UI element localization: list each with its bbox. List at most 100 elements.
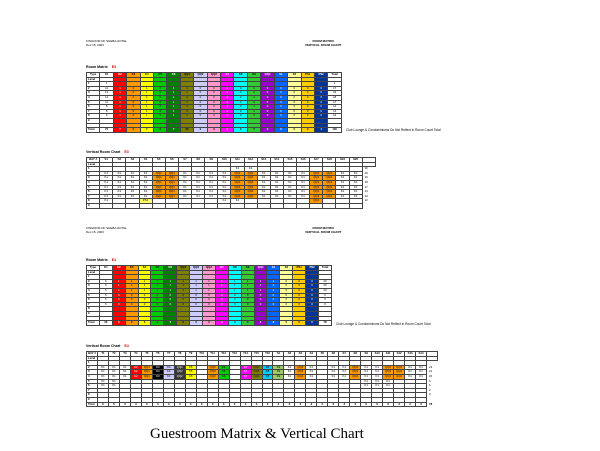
total-cell: 0 (195, 401, 208, 408)
total-cell: 3 (206, 401, 219, 408)
chart-cell (99, 202, 114, 209)
matrix-row: 1 (86, 274, 332, 280)
report-subtitle: VERTICAL ROOM CHART (305, 229, 342, 234)
row-total: 19 (364, 171, 368, 175)
total-cell: 0 (153, 127, 168, 133)
row-total (362, 203, 375, 208)
chart-row: 5 K1 K1 K1 K1 QQ1 QQ1 K1 K1 K1 K1 QQ1 QQ1 K1 K1 K1 K1 QQ1… (85, 184, 376, 191)
row-total: 12 (364, 198, 368, 203)
vchart-1-code: E3 (124, 150, 129, 154)
total-cell: 7 (112, 127, 128, 133)
matrix-2-title-text: Room Matrix (86, 258, 108, 262)
total-cell: 36 (98, 320, 113, 326)
row-total: 2 (429, 388, 431, 392)
chart-cell (309, 202, 324, 209)
total-cell: 3 (338, 401, 351, 408)
hotel-header-left-1: KINGDOM OF SHEBA HOTEL Dec 15, 2003 (86, 39, 128, 47)
chart-cell (322, 202, 337, 209)
vertical-room-chart-1: BAY # S1 S2 S3 S4 S5 S6 S7 S8 S9 S10 S11 S12 S13 S14 S1… (85, 157, 377, 209)
chart-cell (112, 202, 127, 209)
chart-cell (282, 202, 298, 209)
total-cell: 3 (404, 401, 417, 408)
total-cell: 0 (279, 320, 294, 326)
total-cell: 0 (126, 127, 141, 133)
total-cell: 0 (300, 127, 315, 133)
matrix-row: 3 13 1 0 1 0 1 1 0 0 1 0 1 0 0 0 0 0 19 (85, 90, 342, 96)
chart-row: 3 K1 K1 K1 K1 QQ1 QQ1 K1 K1 K1 K1 QQ1 QQ1 K1 K1 K1 K1 QQ1… (85, 175, 376, 181)
report-date: Dec 15, 2003 (86, 42, 104, 47)
total-cell: 3 (327, 401, 340, 408)
total-cell: 0 (305, 320, 320, 326)
total-cell: 70 (99, 127, 114, 133)
total-cell: 6 (360, 401, 373, 408)
chart-cell (335, 202, 350, 209)
matrix-1-title-text: Room Matrix (86, 65, 108, 69)
total-cell: 0 (233, 127, 248, 133)
chart-cell (348, 202, 363, 209)
matrix-total-row: Total 70 7 0 7 0 7 32 0 0 7 0 7 3 0 0 0 1 130 (85, 127, 342, 133)
report-subtitle: VERTICAL ROOM CHART (305, 42, 342, 47)
row-total: 14 (364, 189, 368, 194)
total-cell: 3 (118, 401, 131, 408)
matrix-row: 3 6 1 1 1 1 1 1 1 1 1 1 1 1 1 0 0 0 20 (86, 283, 332, 289)
chart-row: 8 K1 PS1 K1 K1 QQ1 12 (85, 198, 376, 204)
hotel-name: KINGDOM OF SHEBA HOTEL (86, 39, 128, 43)
chart-header-row: BAY # T1 T2 T3 T4 T5 T6 T7 T8 T9 T10 T11 T12 T13 T14 T1… (86, 351, 438, 357)
total-cell: 78 (426, 402, 438, 407)
total-cell: 6 (371, 401, 384, 408)
chart-cell (151, 202, 166, 209)
total-cell: 0 (292, 320, 307, 326)
vchart-2-title-text: Vertical Room Chart (86, 344, 121, 348)
report-title: ROOM MATRIX (312, 226, 334, 230)
total-cell: 32 (179, 127, 195, 133)
bay-header: BAY # (86, 351, 98, 357)
vertical-room-chart-2: BAY # T1 T2 T3 T4 T5 T6 T7 T8 T9 T10 T11 T12 T13 T14 T1… (86, 351, 438, 408)
report-date: Dec 15, 2003 (86, 229, 104, 234)
total-cell: 78 (318, 320, 332, 326)
room-matrix-2: Type K1 K2 K3 K4 K5 K6 QQ1 QQ2 QQ3 K7 K8 K9 QQ4 S1 S2 PS… (86, 265, 332, 326)
total-cell: 6 (382, 401, 395, 408)
total-cell: 3 (266, 320, 281, 326)
total-label: Total (86, 320, 100, 326)
total-cell: 1 (313, 127, 329, 133)
row-total: 21 (429, 369, 433, 374)
chart-cell (125, 202, 140, 209)
vchart-2-title: Vertical Room Chart E4 (86, 344, 129, 348)
matrix-row: 9 (86, 310, 332, 317)
chart-cell (190, 202, 206, 209)
chart-row: 2 K1 K1 K1 K2 QQ1 K3 K4 QQ2 K5 QQ3 K6 K7 QQ4 K8 K9 K1 QQ1… (86, 364, 438, 371)
chart-row: 4 K1 K1 K1 K1 QQ1 QQ1 K1 K1 K1 K1 QQ1 QQ1 K1 K1 K1 K1 QQ1… (85, 180, 376, 186)
total-cell: 3 (250, 401, 263, 408)
total-cell: 3 (415, 401, 428, 408)
chart-cell (426, 355, 438, 362)
total-cell: 7 (139, 127, 155, 133)
report-header-right-2: ROOM MATRIX VERTICAL ROOM CHART (305, 226, 342, 234)
chart-cell (138, 202, 153, 209)
chart-cell (177, 202, 193, 209)
total-cell: 3 (202, 320, 216, 326)
row-total: 0 (429, 392, 431, 397)
total-cell: 3 (217, 401, 230, 408)
total-cell: 3 (151, 401, 164, 408)
total-label: Total (86, 401, 98, 408)
chart-cell (164, 202, 179, 209)
report-title: ROOM MATRIX (312, 39, 334, 43)
chart-cell (243, 202, 258, 209)
total-cell: 3 (240, 320, 255, 326)
total-cell: 3 (184, 401, 197, 408)
hotel-name: KINGDOM OF SHEBA HOTEL (86, 226, 128, 230)
row-total: 14 (364, 194, 368, 198)
row-total: 20 (429, 374, 433, 378)
total-cell: 3 (214, 320, 229, 326)
report-header-right-1: ROOM MATRIX VERTICAL ROOM CHART (305, 39, 342, 47)
row-total: 17 (364, 185, 368, 189)
chart-cell (295, 202, 311, 209)
chart-row: 2 K1 K1 K1 K1 QQ1 QQ1 K1 K1 K1 K1 QQ1 QQ1 K1 K1 K1 K1 QQ1… (85, 170, 376, 177)
chart-total-row: Total 6 6 3 3 3 3 3 3 3 0 3 3 0 3 3 3 3 3 3 3 0 3 3 3 6 6 6 3 3 3 78 (86, 401, 438, 408)
total-cell: 3 (393, 401, 406, 408)
row-total: 19 (364, 175, 368, 180)
total-cell: 3 (111, 320, 126, 326)
total-cell: 3 (253, 320, 268, 326)
matrix-row: 6 8 1 0 1 0 1 1 0 0 1 0 1 0 0 0 0 0 14 (85, 104, 342, 110)
total-cell: 7 (166, 127, 181, 133)
